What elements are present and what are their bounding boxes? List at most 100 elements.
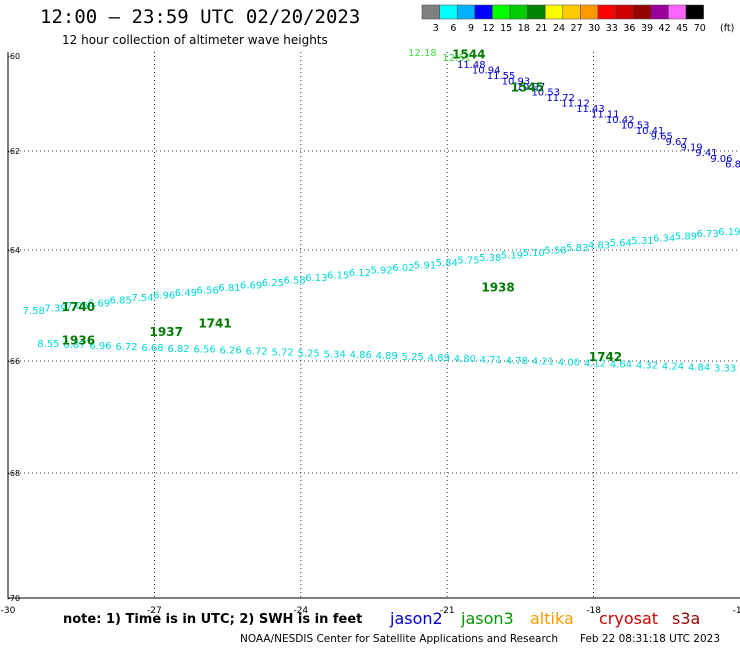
wave-height-value: 6.56 [193,345,215,356]
wave-height-value: 9.65 [651,131,673,142]
wave-height-value: 5.83 [566,243,588,254]
wave-height-value: 4.24 [662,361,684,372]
y-tick-label: -66 [7,357,20,366]
wave-height-value: 6.58 [283,276,305,287]
wave-height-value: 7.54 [131,293,153,304]
wave-height-value: 7.05 [66,301,88,312]
legend-label: 70 [694,23,706,34]
legend-label: 42 [659,23,671,34]
wave-height-value: 11.11 [591,109,620,120]
wave-height-value: 4.86 [350,350,372,361]
wave-height-value: 5.84 [436,258,458,269]
wave-height-value: 6.82 [167,344,189,355]
wave-height-value: 4.83 [588,240,610,251]
wave-height-value: 6.15 [327,271,349,282]
wave-height-value: 5.25 [298,348,320,359]
x-tick-label: -18 [586,606,601,615]
wave-height-value: 6.13 [305,273,327,284]
wave-height-value: 11.12 [561,98,590,109]
pass-time-label: 1545 [511,81,544,95]
x-tick-label: -27 [147,606,162,615]
wave-height-value: 5.92 [370,265,392,276]
wave-height-value: 4.32 [636,360,658,371]
wave-height-value: 6.69 [240,281,262,292]
wave-height-value: 11.55 [487,71,516,82]
wave-height-value: 4.64 [610,360,632,371]
legend-label: 27 [571,23,583,34]
wave-height-value: 7.39 [44,303,66,314]
pass-time-label: 1938 [481,281,514,295]
wave-height-value: 7.58 [23,306,45,317]
wave-height-value: 10.97 [517,82,546,93]
pass-time-label: 1742 [589,350,622,364]
wave-height-value: 4.89 [428,353,450,364]
wave-height-value: 5.58 [544,245,566,256]
legend-unit: (ft) [720,23,734,34]
satellite-s3a: s3a [672,609,701,628]
wave-height-value: 8.55 [37,339,59,350]
pass-time-label: 1741 [198,317,231,331]
legend-label: 9 [468,23,474,34]
wave-height-value: 5.34 [324,349,346,360]
wave-height-value: 6.81 [218,283,240,294]
wave-height-value: 6.96 [89,341,111,352]
wave-height-value: 6.87 [63,340,85,351]
wave-height-value: 5.19 [501,250,523,261]
wave-height-value: 4.78 [506,356,528,367]
legend-label: 12 [483,23,495,34]
wave-height-value: 5.31 [631,236,653,247]
pass-time-label: 1937 [150,325,183,339]
legend-label: 3 [433,23,439,34]
wave-height-value: 5.89 [675,231,697,242]
wave-height-value: 3.33 [714,363,736,374]
wave-height-value: 9.06 [710,154,732,165]
wave-height-value: 9.19 [680,142,702,153]
wave-height-value: 5.72 [272,347,294,358]
wave-height-value: 10.93 [502,76,531,87]
wave-height-value: 6.34 [653,234,675,245]
wave-height-value: 10.94 [472,65,501,76]
chart-subtitle: 12 hour collection of altimeter wave hei… [62,33,328,47]
generated-timestamp: Feb 22 08:31:18 UTC 2023 [580,633,720,645]
satellite-jason3: jason3 [461,609,514,628]
wave-height-value: 12.51 [442,53,471,64]
wave-height-value: 5.10 [523,248,545,259]
wave-height-value: 9.41 [695,148,717,159]
x-tick-label: -30 [1,606,16,615]
x-tick-label: -24 [293,606,308,615]
wave-height-value: 6.69 [88,298,110,309]
wave-height-value: 4.71 [480,355,502,366]
wave-height-value: 5.25 [402,352,424,363]
wave-height-value: 6.19 [718,227,740,238]
x-tick-label: -21 [440,606,455,615]
legend-label: 21 [535,23,547,34]
legend-swatch [685,4,704,20]
pass-time-label: 1936 [62,333,95,347]
legend-label: 24 [553,23,565,34]
wave-height-value: 9.67 [666,137,688,148]
wave-height-value: 6.25 [262,278,284,289]
color-legend: 3 6 9 12 15 18 21 24 27 30 33 36 39 42 45 70 (ft) [421,4,734,34]
wave-height-value: 5.38 [479,253,501,264]
wave-height-value: 4.80 [454,354,476,365]
legend-label: 18 [518,23,530,34]
y-tick-label: -68 [7,469,20,478]
wave-height-value: 6.96 [153,291,175,302]
plot-area: -30 -27 -24 -21 -18 -15 -60 -62 -64 -66 -68 -70 12.1… [1,47,740,615]
wave-height-value: 11.48 [457,60,486,71]
wave-height-value: 11.43 [576,104,605,115]
wave-height-value: 6.02 [392,263,414,274]
satellite-cryosat: cryosat [599,609,659,628]
wave-height-value: 6.72 [245,347,267,358]
legend-label: 33 [606,23,618,34]
y-tick-label: -70 [7,594,20,603]
y-tick-label: -62 [7,147,20,156]
wave-height-value: 6.68 [141,343,163,354]
x-tick-label: -15 [733,606,740,615]
y-tick-label: -60 [7,52,20,61]
wave-height-value: 4.84 [688,362,710,373]
credit-line: NOAA/NESDIS Center for Satellite Applica… [240,633,558,645]
wave-height-value: 6.56 [197,286,219,297]
wave-height-value: 5.64 [610,238,632,249]
chart-title: 12:00 – 23:59 UTC 02/20/2023 [40,6,361,28]
